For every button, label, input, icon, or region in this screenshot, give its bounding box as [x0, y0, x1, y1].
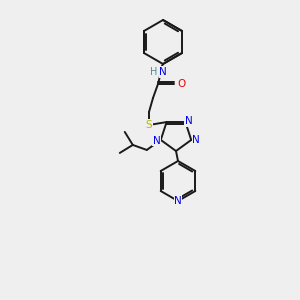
Text: N: N	[192, 135, 200, 145]
Text: S: S	[146, 120, 152, 130]
Text: N: N	[159, 67, 167, 77]
Text: N: N	[153, 136, 161, 146]
Text: N: N	[174, 196, 182, 206]
Text: N: N	[184, 116, 192, 126]
Text: O: O	[177, 79, 185, 89]
Text: H: H	[150, 67, 158, 77]
